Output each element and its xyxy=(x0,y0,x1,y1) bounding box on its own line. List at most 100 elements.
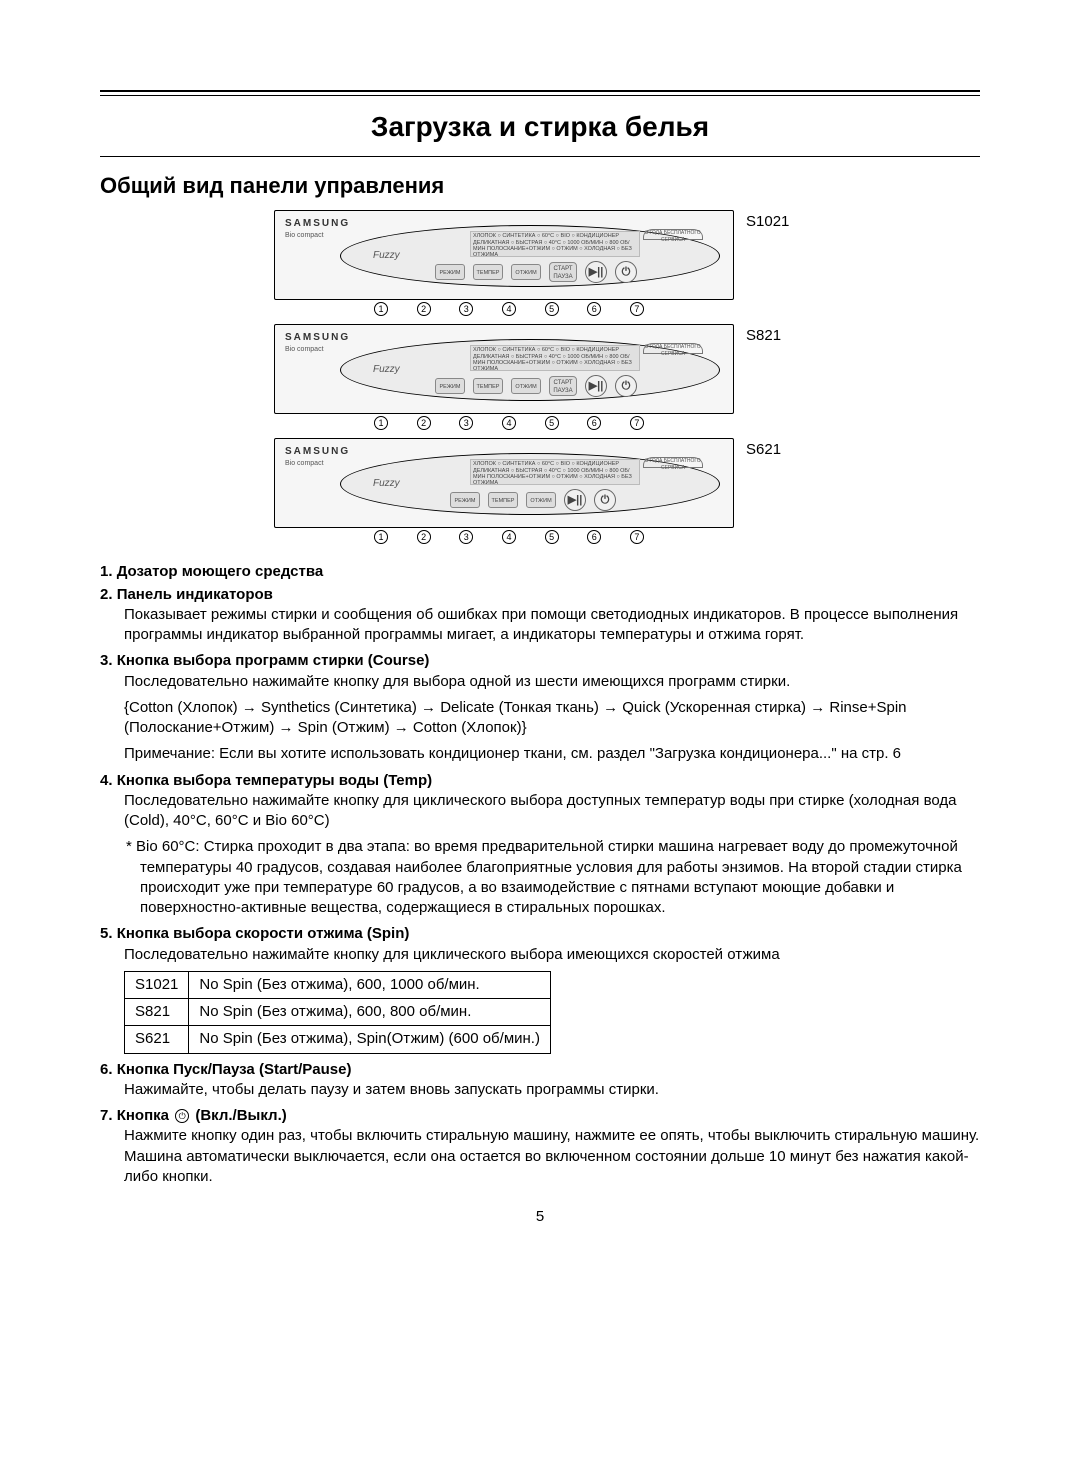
item-desc: Последовательно нажимайте кнопку для выб… xyxy=(124,672,980,692)
button-row: РЕЖИМ ТЕМПЕР ОТЖИМ СТАРТ ПАУЗА ▶|| ⏻ xyxy=(435,375,637,397)
item-desc: Нажмите кнопку один раз, чтобы включить … xyxy=(124,1126,980,1187)
callout-4: 4 xyxy=(502,302,516,316)
callout-2: 2 xyxy=(417,302,431,316)
control-panel-s621: SAMSUNG Bio compact Fuzzy ХЛОПОК ○ СИНТЕ… xyxy=(274,438,734,528)
item-4: 4. Кнопка выбора температуры воды (Temp)… xyxy=(100,771,980,919)
button-row: РЕЖИМ ТЕМПЕР ОТЖИМ ▶|| ⏻ xyxy=(450,489,616,511)
item-3: 3. Кнопка выбора программ стирки (Course… xyxy=(100,651,980,764)
item-number: 7. xyxy=(100,1107,113,1124)
top-rule-heavy xyxy=(100,90,980,92)
callout-row: 1 2 3 4 5 6 7 xyxy=(274,300,734,316)
title-underline xyxy=(100,156,980,157)
power-button: ⏻ xyxy=(615,261,637,283)
temp-button: ТЕМПЕР xyxy=(473,378,503,394)
service-ribbon: 3 ГОДА БЕСПЛАТНОГО СЕРВИСА xyxy=(643,229,703,240)
item-term: Кнопка Пуск/Пауза (Start/Pause) xyxy=(117,1061,352,1078)
table-cell-value: No Spin (Без отжима), 600, 1000 об/мин. xyxy=(189,971,551,998)
item-number: 4. xyxy=(100,772,113,789)
item-desc-cycle: {Cotton (Хлопок) → Synthetics (Синтетика… xyxy=(124,698,980,739)
panel-row-s621: SAMSUNG Bio compact Fuzzy ХЛОПОК ○ СИНТЕ… xyxy=(100,438,980,544)
temp-button: ТЕМПЕР xyxy=(473,264,503,280)
item-note: Примечание: Если вы хотите использовать … xyxy=(124,744,980,764)
power-button: ⏻ xyxy=(615,375,637,397)
item-subnote: * Bio 60°C: Стирка проходит в два этапа:… xyxy=(140,837,980,918)
item-desc: Нажимайте, чтобы делать паузу и затем вн… xyxy=(124,1080,980,1100)
callout-row: 1 2 3 4 5 6 7 xyxy=(274,414,734,430)
callout-1: 1 xyxy=(374,416,388,430)
indicator-area: ХЛОПОК ○ СИНТЕТИКА ○ 60°C ○ BIO ○ КОНДИЦ… xyxy=(470,345,640,371)
item-number: 5. xyxy=(100,925,113,942)
item-5: 5. Кнопка выбора скорости отжима (Spin) … xyxy=(100,924,980,1053)
start-pause-label: СТАРТ ПАУЗА xyxy=(549,376,577,396)
brand-text: SAMSUNG xyxy=(285,445,350,459)
table-row: S621 No Spin (Без отжима), Spin(Отжим) (… xyxy=(125,1026,551,1053)
callout-1: 1 xyxy=(374,302,388,316)
control-panel-s821: SAMSUNG Bio compact Fuzzy ХЛОПОК ○ СИНТЕ… xyxy=(274,324,734,414)
callout-3: 3 xyxy=(459,416,473,430)
indicator-area: ХЛОПОК ○ СИНТЕТИКА ○ 60°C ○ BIO ○ КОНДИЦ… xyxy=(470,231,640,257)
table-cell-value: No Spin (Без отжима), Spin(Отжим) (600 о… xyxy=(189,1026,551,1053)
table-cell-model: S821 xyxy=(125,999,189,1026)
item-1: 1. Дозатор моющего средства xyxy=(100,562,980,582)
button-row: РЕЖИМ ТЕМПЕР ОТЖИМ СТАРТ ПАУЗА ▶|| ⏻ xyxy=(435,261,637,283)
callout-5: 5 xyxy=(545,302,559,316)
item-7: 7. Кнопка ⏻ (Вкл./Выкл.) Нажмите кнопку … xyxy=(100,1106,980,1187)
spin-button: ОТЖИМ xyxy=(511,264,541,280)
item-number: 6. xyxy=(100,1061,113,1078)
item-term-b: (Вкл./Выкл.) xyxy=(195,1107,286,1124)
subbrand-text: Bio compact xyxy=(285,459,324,468)
course-button: РЕЖИМ xyxy=(450,492,480,508)
section-heading: Общий вид панели управления xyxy=(100,171,980,201)
brand-text: SAMSUNG xyxy=(285,217,350,231)
spin-button: ОТЖИМ xyxy=(526,492,556,508)
fuzzy-label: Fuzzy xyxy=(373,363,400,377)
power-icon: ⏻ xyxy=(175,1109,189,1123)
brand-text: SAMSUNG xyxy=(285,331,350,345)
callout-7: 7 xyxy=(630,530,644,544)
model-label-s821: S821 xyxy=(746,324,806,346)
fuzzy-label: Fuzzy xyxy=(373,249,400,263)
page-number: 5 xyxy=(100,1207,980,1227)
temp-button: ТЕМПЕР xyxy=(488,492,518,508)
course-button: РЕЖИМ xyxy=(435,264,465,280)
item-desc: Показывает режимы стирки и сообщения об … xyxy=(124,605,980,646)
item-term: Кнопка выбора программ стирки (Course) xyxy=(117,652,430,669)
callout-6: 6 xyxy=(587,302,601,316)
power-button: ⏻ xyxy=(594,489,616,511)
item-number: 3. xyxy=(100,652,113,669)
table-row: S1021 No Spin (Без отжима), 600, 1000 об… xyxy=(125,971,551,998)
callout-7: 7 xyxy=(630,302,644,316)
item-desc: Последовательно нажимайте кнопку для цик… xyxy=(124,945,980,965)
spin-speed-table: S1021 No Spin (Без отжима), 600, 1000 об… xyxy=(124,971,551,1054)
callout-row: 1 2 3 4 5 6 7 xyxy=(274,528,734,544)
model-label-s621: S621 xyxy=(746,438,806,460)
control-panel-s1021: SAMSUNG Bio compact Fuzzy ХЛОПОК ○ СИНТЕ… xyxy=(274,210,734,300)
callout-2: 2 xyxy=(417,530,431,544)
top-rule-thin xyxy=(100,95,980,96)
item-term: Панель индикаторов xyxy=(117,586,273,603)
item-term-a: Кнопка xyxy=(117,1107,169,1124)
start-pause-button: ▶|| xyxy=(564,489,586,511)
table-cell-model: S621 xyxy=(125,1026,189,1053)
start-pause-button: ▶|| xyxy=(585,261,607,283)
item-number: 1. xyxy=(100,563,113,580)
spin-button: ОТЖИМ xyxy=(511,378,541,394)
item-desc: Последовательно нажимайте кнопку для цик… xyxy=(124,791,980,832)
callout-1: 1 xyxy=(374,530,388,544)
callout-3: 3 xyxy=(459,530,473,544)
callout-6: 6 xyxy=(587,416,601,430)
callout-5: 5 xyxy=(545,530,559,544)
panel-diagrams: SAMSUNG Bio compact Fuzzy ХЛОПОК ○ СИНТЕ… xyxy=(100,210,980,544)
callout-4: 4 xyxy=(502,416,516,430)
table-row: S821 No Spin (Без отжима), 600, 800 об/м… xyxy=(125,999,551,1026)
item-6: 6. Кнопка Пуск/Пауза (Start/Pause) Нажим… xyxy=(100,1060,980,1101)
model-label-s1021: S1021 xyxy=(746,210,806,232)
service-ribbon: 3 ГОДА БЕСПЛАТНОГО СЕРВИСА xyxy=(643,343,703,354)
item-2: 2. Панель индикаторов Показывает режимы … xyxy=(100,585,980,646)
item-number: 2. xyxy=(100,586,113,603)
item-term: Кнопка выбора скорости отжима (Spin) xyxy=(117,925,410,942)
callout-2: 2 xyxy=(417,416,431,430)
table-cell-value: No Spin (Без отжима), 600, 800 об/мин. xyxy=(189,999,551,1026)
item-term: Кнопка выбора температуры воды (Temp) xyxy=(117,772,432,789)
course-button: РЕЖИМ xyxy=(435,378,465,394)
